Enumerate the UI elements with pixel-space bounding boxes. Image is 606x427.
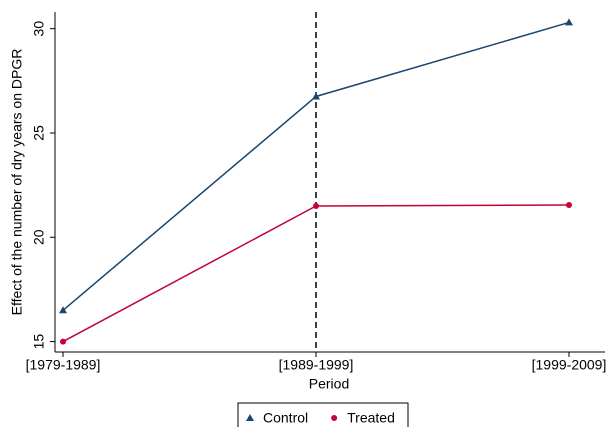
marker [566, 201, 572, 208]
x-tick-label: [1999-2009] [532, 357, 606, 373]
marker [331, 415, 338, 421]
x-tick-label: [1989-1999] [279, 357, 354, 373]
marker [313, 202, 319, 209]
marker [60, 338, 66, 345]
x-axis-title: Period [309, 376, 349, 392]
x-tick-label: [1979-1989] [26, 357, 101, 373]
legend-label: Control [263, 410, 308, 426]
y-tick-label: 30 [31, 21, 47, 37]
legend: Control Treated [237, 402, 409, 427]
marker [565, 18, 573, 26]
marker [246, 414, 254, 421]
marker [59, 306, 67, 314]
y-tick-label: 20 [31, 229, 47, 245]
legend-box [237, 402, 409, 427]
y-tick-label: 15 [31, 334, 47, 350]
y-axis-title: Effect of the number of dry years on DPG… [9, 49, 25, 316]
marker [312, 92, 320, 100]
legend-label: Treated [347, 410, 395, 426]
y-tick-label: 25 [31, 125, 47, 141]
